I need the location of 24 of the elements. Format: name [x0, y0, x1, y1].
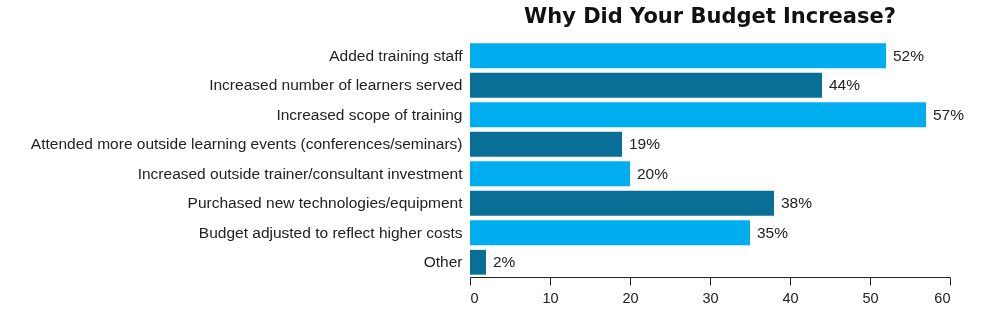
data-label: 52% — [893, 46, 925, 64]
y-tick-label: Added training staff — [329, 46, 464, 64]
y-tick-label: Budget adjusted to reflect higher costs — [198, 223, 463, 241]
y-tick-label: Increased scope of training — [276, 105, 463, 123]
x-tick-label: 60 — [934, 289, 951, 306]
x-tick-label: 50 — [862, 289, 879, 306]
data-label: 35% — [757, 223, 789, 241]
y-tick-label: Attended more outside learning events (conferences/seminars) — [30, 135, 463, 153]
data-label: 57% — [933, 105, 965, 123]
data-label: 2% — [493, 253, 516, 271]
y-tick-label: Increased outside trainer/consultant investment — [137, 164, 464, 182]
y-tick-label: Increased number of learners served — [209, 76, 463, 94]
y-tick-label: Other — [423, 253, 463, 271]
data-label: 44% — [829, 76, 861, 94]
data-label: 19% — [629, 135, 661, 153]
y-tick-label: Purchased new technologies/equipment — [187, 194, 464, 212]
data-label: 20% — [637, 164, 669, 182]
x-tick-label: 30 — [702, 289, 719, 306]
data-label: 38% — [781, 194, 813, 212]
x-tick-label: 0 — [470, 289, 479, 306]
x-tick-label: 10 — [542, 289, 559, 306]
x-tick-label: 40 — [782, 289, 799, 306]
chart-title: Why Did Your Budget Increase? — [524, 4, 896, 28]
x-tick-label: 20 — [622, 289, 639, 306]
